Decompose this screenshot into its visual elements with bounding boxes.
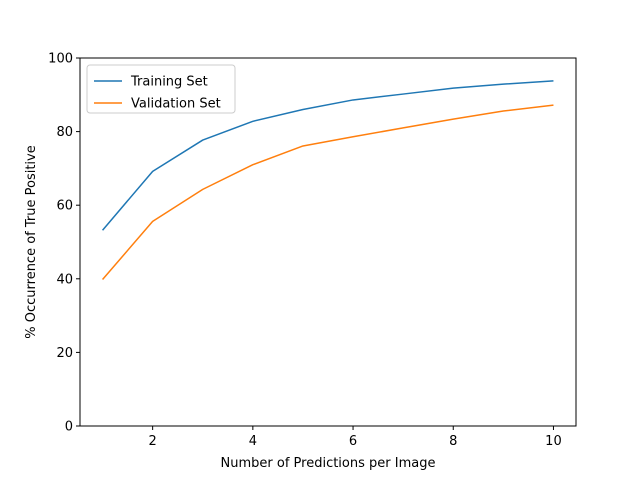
legend: Training Set Validation Set [86, 64, 236, 114]
y-axis-ticks: 0 20 40 60 80 100 [48, 52, 80, 435]
legend-label-training-set: Training Set [130, 75, 208, 90]
x-tick-label: 6 [349, 434, 357, 449]
x-tick-label: 2 [149, 434, 157, 449]
y-tick-label: 80 [56, 125, 73, 140]
y-tick-label: 60 [56, 199, 73, 214]
y-tick-label: 0 [65, 420, 73, 435]
plot-frame [79, 57, 577, 427]
x-tick-label: 4 [249, 434, 257, 449]
x-tick-label: 10 [545, 434, 562, 449]
legend-label-validation-set: Validation Set [131, 97, 221, 112]
x-tick-label: 8 [449, 434, 457, 449]
x-axis-label: Number of Predictions per Image [221, 456, 436, 471]
y-tick-label: 40 [56, 272, 73, 287]
x-axis-ticks: 2 4 6 8 10 [149, 426, 562, 449]
series-line-validation-set [101, 104, 554, 281]
y-axis-label: % Occurrence of True Positive [24, 145, 39, 338]
plot-lines [101, 80, 554, 281]
y-tick-label: 20 [56, 346, 73, 361]
legend-box [86, 64, 236, 114]
y-tick-label: 100 [48, 52, 73, 67]
series-line-training-set [101, 80, 554, 231]
